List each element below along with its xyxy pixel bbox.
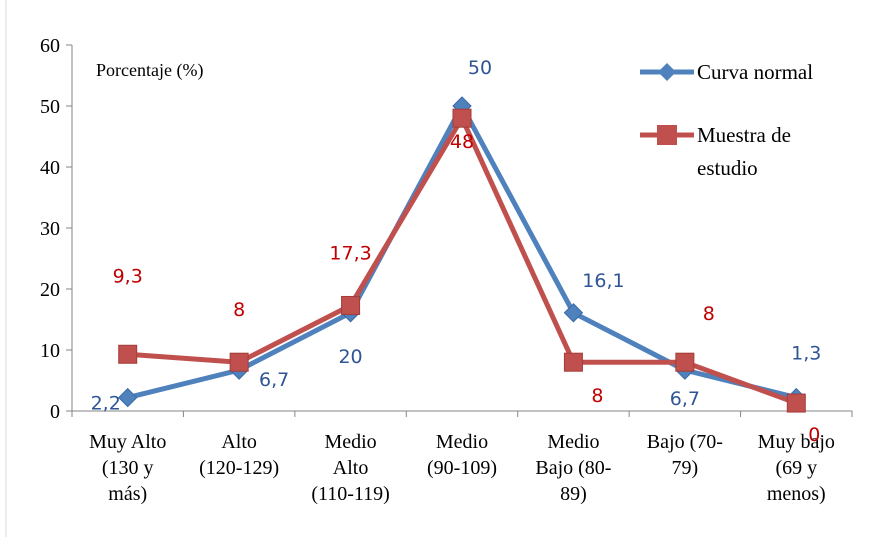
y-axis-label: Porcentaje (%) xyxy=(96,60,203,81)
data-point-square xyxy=(786,393,806,413)
data-label: 16,1 xyxy=(582,270,624,292)
data-point-square xyxy=(452,108,472,128)
x-category-label: Muy Alto (130 y más) xyxy=(89,431,166,505)
data-point-square xyxy=(118,344,138,364)
y-tick-label: 10 xyxy=(40,340,60,362)
legend-label: Curva normal xyxy=(697,60,813,84)
y-tick-label: 30 xyxy=(40,218,60,240)
data-point-square xyxy=(229,352,249,372)
data-labels: 2,2 6,7 20 50 16,1 6,7 1,3 9,3 8 17,3 48 8 8 0 xyxy=(91,57,822,446)
data-label: 8 xyxy=(703,303,715,325)
y-tick-label: 40 xyxy=(40,157,60,179)
x-category-label: Medio Bajo (80-89) xyxy=(535,431,611,505)
y-tick-label: 0 xyxy=(50,401,60,423)
data-point-square xyxy=(675,352,695,372)
data-label: 8 xyxy=(591,385,603,407)
legend-marker-diamond xyxy=(658,63,676,81)
data-label: 8 xyxy=(233,299,245,321)
data-point-diamond xyxy=(563,303,584,323)
x-category-label: Medio (90-109) xyxy=(427,431,497,479)
x-axis-categories: Muy Alto (130 y más) Alto (120-129) Medio Alto… xyxy=(71,411,853,505)
data-point-diamond xyxy=(118,387,138,408)
data-label: 20 xyxy=(338,346,362,368)
legend-label: Muestra de estudio xyxy=(697,123,791,180)
y-axis-ticks: 0 10 20 30 40 50 60 xyxy=(40,35,72,423)
legend-marker-square xyxy=(657,125,677,145)
data-label: 6,7 xyxy=(670,388,700,410)
x-category-label: Medio Alto (110-119) xyxy=(311,431,390,505)
data-label: 0 xyxy=(808,424,820,446)
legend: Curva normal Muestra de estudio xyxy=(640,60,813,180)
y-tick-label: 60 xyxy=(40,35,60,57)
y-tick-label: 50 xyxy=(40,96,60,118)
series-markers xyxy=(118,96,806,413)
data-point-square xyxy=(563,352,583,372)
y-tick-label: 20 xyxy=(40,279,60,301)
x-category-label: Muy bajo (69 y menos) xyxy=(758,431,835,505)
data-label: 17,3 xyxy=(329,242,371,264)
x-category-label: Bajo (70-79) xyxy=(647,431,723,479)
data-point-square xyxy=(341,295,361,315)
data-label: 6,7 xyxy=(259,369,289,391)
x-category-label: Alto (120-129) xyxy=(199,431,279,479)
data-label: 9,3 xyxy=(113,265,143,287)
data-label: 50 xyxy=(468,57,492,79)
data-label: 48 xyxy=(450,131,474,153)
data-label: 1,3 xyxy=(791,343,821,365)
data-label: 2,2 xyxy=(91,393,121,415)
